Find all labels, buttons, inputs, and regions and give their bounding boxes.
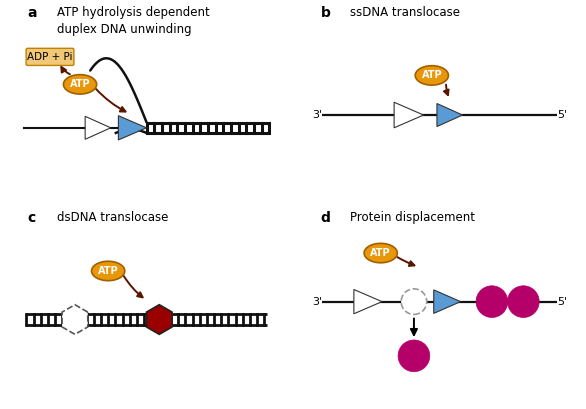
Polygon shape [85,116,111,139]
Ellipse shape [415,66,448,85]
Ellipse shape [91,261,125,281]
Text: ssDNA translocase: ssDNA translocase [350,7,460,19]
Polygon shape [354,290,382,314]
Text: ATP: ATP [370,248,391,258]
Ellipse shape [63,74,97,94]
Text: Protein displacement: Protein displacement [350,211,475,224]
Text: dsDNA translocase: dsDNA translocase [57,211,168,224]
Text: ATP: ATP [98,266,118,276]
Text: 5': 5' [557,110,567,120]
Text: b: b [321,7,331,20]
Text: 3': 3' [312,110,322,120]
Ellipse shape [364,243,397,263]
Text: 5': 5' [557,297,567,307]
Text: a: a [28,7,37,20]
Polygon shape [437,103,462,126]
Text: ADP + Pi: ADP + Pi [28,52,73,62]
Polygon shape [62,305,88,335]
Circle shape [398,340,430,372]
Text: d: d [321,211,331,225]
Polygon shape [434,290,461,313]
Circle shape [401,289,427,315]
Text: ATP hydrolysis dependent
duplex DNA unwinding: ATP hydrolysis dependent duplex DNA unwi… [57,7,210,36]
Text: c: c [28,211,36,225]
FancyBboxPatch shape [26,48,74,65]
Circle shape [476,286,507,317]
Polygon shape [394,102,424,128]
Circle shape [507,286,539,317]
Text: ATP: ATP [421,70,442,81]
Polygon shape [146,305,172,335]
Polygon shape [118,116,146,140]
Text: 3': 3' [312,297,322,307]
Text: ATP: ATP [70,79,90,89]
